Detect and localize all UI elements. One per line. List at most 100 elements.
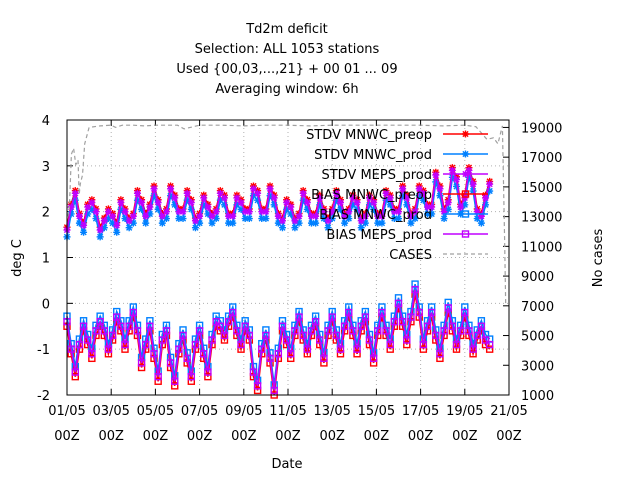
legend-marker <box>462 130 469 138</box>
data-point <box>448 166 456 174</box>
data-point <box>92 208 100 216</box>
data-point <box>291 327 299 335</box>
data-point <box>138 199 146 206</box>
data-point <box>117 205 125 213</box>
data-point <box>395 208 402 216</box>
legend-label: STDV MEPS_prod <box>321 168 432 183</box>
data-point <box>369 354 378 363</box>
data-point <box>75 340 84 349</box>
data-point <box>428 203 436 211</box>
data-point <box>71 189 79 197</box>
data-point <box>465 166 473 174</box>
data-point <box>403 201 411 209</box>
x-tick-label: 21/05 <box>490 404 527 419</box>
data-point <box>270 194 278 202</box>
data-point <box>353 199 361 206</box>
data-point <box>84 210 92 218</box>
data-point <box>146 203 154 211</box>
data-point <box>196 212 204 220</box>
data-point <box>303 199 311 206</box>
y-tick-label: 0 <box>42 297 50 312</box>
data-point <box>204 210 212 218</box>
data-point <box>287 203 295 211</box>
legend-label: BIAS MNWC_preop <box>311 188 432 203</box>
data-point <box>220 331 229 340</box>
data-point <box>291 217 299 225</box>
data-point <box>270 201 278 209</box>
data-point <box>386 345 394 353</box>
data-point <box>295 212 303 220</box>
data-point <box>465 327 473 335</box>
data-point <box>436 185 444 193</box>
y-axis-ticks: -2 -1 0 1 2 3 4 <box>37 114 73 404</box>
data-point <box>307 327 316 335</box>
data-point <box>307 212 315 220</box>
y-tick-label: 3 <box>42 160 50 175</box>
data-point <box>398 317 407 326</box>
data-point <box>125 224 133 232</box>
data-point <box>187 199 195 206</box>
legend: STDV MNWC_preop STDV MNWC_prod STDV MEPS_p… <box>306 128 488 263</box>
data-point <box>225 219 233 227</box>
data-point <box>473 215 481 223</box>
data-point <box>440 327 448 335</box>
data-point <box>158 212 166 220</box>
data-point <box>453 182 461 190</box>
data-point <box>486 187 494 195</box>
data-point <box>370 199 378 206</box>
data-point <box>403 194 411 202</box>
data-point <box>477 219 485 227</box>
data-point <box>262 331 270 340</box>
data-point <box>92 327 100 335</box>
x-tick-label-time: 00Z <box>231 429 257 444</box>
data-point <box>287 210 295 218</box>
data-point <box>461 201 469 209</box>
data-point <box>175 208 183 216</box>
x-axis-ticks: 01/05 00Z 03/05 00Z 05/05 00Z 07/05 00Z 09/05 00Z… <box>48 120 528 444</box>
data-point <box>282 336 291 344</box>
data-point <box>477 322 486 330</box>
y2-tick-label: 13000 <box>521 211 562 226</box>
data-point <box>121 340 129 349</box>
data-point <box>436 350 444 358</box>
data-point <box>162 327 171 335</box>
data-point <box>415 192 423 200</box>
data-point <box>142 212 150 220</box>
data-point <box>419 340 428 349</box>
data-point <box>283 205 291 213</box>
data-point <box>399 185 407 193</box>
y-axis-label: deg C <box>10 239 25 277</box>
data-point <box>436 192 444 200</box>
data-point <box>369 359 378 367</box>
data-point <box>278 322 287 330</box>
data-point <box>332 331 341 340</box>
data-point <box>444 199 452 206</box>
data-point <box>225 212 233 220</box>
x-tick-label-time: 00Z <box>54 429 80 444</box>
data-point <box>378 219 386 227</box>
data-point <box>100 217 108 225</box>
data-point <box>336 345 345 353</box>
data-point <box>332 189 340 197</box>
data-point <box>485 345 494 353</box>
data-point <box>287 354 295 363</box>
x-axis-label: Date <box>271 457 302 472</box>
data-point <box>162 215 170 223</box>
x-tick-label: 05/05 <box>137 404 174 419</box>
data-point <box>167 192 175 200</box>
series-layer <box>63 124 507 399</box>
legend-marker <box>462 150 469 158</box>
data-point <box>353 345 361 353</box>
data-point <box>353 205 361 213</box>
data-point <box>71 368 79 376</box>
title-line-4: Averaging window: 6h <box>215 82 358 97</box>
data-point <box>200 194 208 202</box>
data-point <box>357 217 365 225</box>
data-point <box>171 194 179 202</box>
data-point <box>142 219 150 227</box>
data-point <box>79 322 88 330</box>
y2-tick-label: 9000 <box>521 270 554 285</box>
data-point <box>258 345 266 353</box>
data-point <box>220 194 228 202</box>
data-point <box>179 215 187 223</box>
